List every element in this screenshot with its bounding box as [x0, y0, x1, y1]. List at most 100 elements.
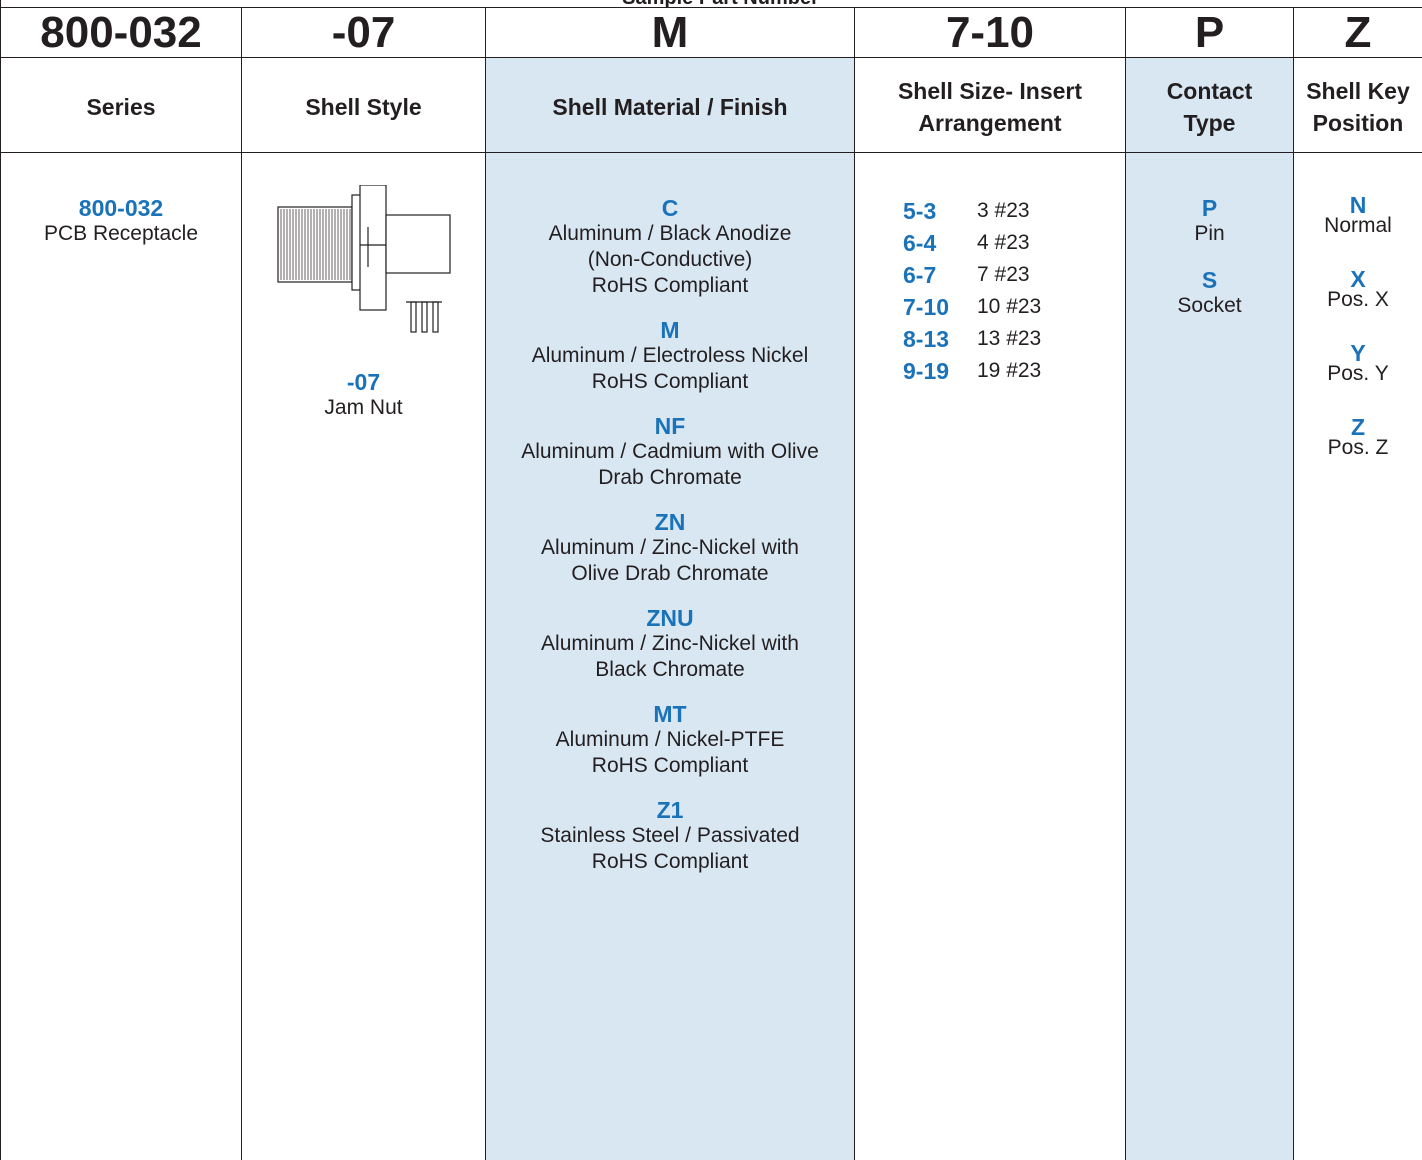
key-option-label: Pos. X	[1327, 288, 1389, 311]
size-option-code: 5-3	[903, 198, 937, 224]
material-option-line: Aluminum / Electroless Nickel	[531, 344, 809, 367]
material-option-code: ZN	[654, 509, 686, 535]
series-option-label: PCB Receptacle	[43, 222, 199, 245]
shell-style-option-code: -07	[346, 369, 381, 395]
shell-style-option-label: Jam Nut	[324, 396, 403, 419]
material-option-code: M	[660, 317, 680, 343]
material-header: Shell Material / Finish	[486, 58, 854, 153]
key-option: X Pos. X	[1294, 266, 1422, 311]
size-option: 9-19 19 #23	[903, 355, 1041, 387]
material-option-code: C	[661, 195, 679, 221]
material-option-line: Aluminum / Zinc-Nickel with	[541, 632, 799, 655]
size-column: 7-10 Shell Size- Insert Arrangement 5-3 …	[854, 8, 1125, 1160]
material-option-code: NF	[654, 413, 686, 439]
contact-option-code: P	[1201, 195, 1218, 221]
contact-option: S Socket	[1126, 267, 1293, 319]
material-column: M Shell Material / Finish C Aluminum / B…	[485, 8, 854, 1160]
key-header: Shell Key Position	[1294, 58, 1422, 153]
size-body: 5-3 3 #23 6-4 4 #23 6-7 7 #23 7-10 10 #2…	[855, 153, 1125, 1160]
material-option-line: Olive Drab Chromate	[571, 562, 769, 585]
shell-style-column: -07 Shell Style	[241, 8, 485, 1160]
size-option-code: 7-10	[903, 294, 950, 320]
size-option: 6-7 7 #23	[903, 259, 1041, 291]
size-option: 7-10 10 #23	[903, 291, 1041, 323]
key-option: Y Pos. Y	[1294, 340, 1422, 385]
material-option: ZNU Aluminum / Zinc-Nickel with Black Ch…	[486, 605, 854, 683]
key-option: N Normal	[1294, 192, 1422, 237]
key-option-label: Pos. Z	[1327, 436, 1389, 459]
series-body: 800-032 PCB Receptacle	[1, 153, 241, 1160]
key-option-code: Z	[1350, 414, 1366, 440]
contact-option-code: S	[1201, 267, 1218, 293]
size-option: 8-13 13 #23	[903, 323, 1041, 355]
key-header-line: Position	[1312, 110, 1404, 136]
contact-options: P Pin S Socket	[1126, 153, 1293, 1160]
size-option-desc: 3 #23	[977, 199, 1030, 222]
contact-header: Contact Type	[1126, 58, 1293, 153]
material-option-line: RoHS Compliant	[591, 370, 749, 393]
jam-nut-receptacle-drawing	[276, 185, 451, 333]
size-option-desc: 13 #23	[977, 327, 1042, 350]
contact-option: P Pin	[1126, 195, 1293, 247]
material-option-line: Black Chromate	[595, 658, 745, 681]
material-option-line: (Non-Conductive)	[587, 248, 753, 271]
shell-style-body: -07 Jam Nut	[242, 153, 485, 1160]
material-option: MT Aluminum / Nickel-PTFE RoHS Compliant	[486, 701, 854, 779]
shell-style-header: Shell Style	[242, 58, 485, 153]
contact-column: P Contact Type P Pin S Socket	[1125, 8, 1293, 1160]
key-options: N Normal X Pos. X Y Pos. Y Z Pos. Z	[1294, 153, 1422, 1160]
size-option-code: 8-13	[903, 326, 950, 352]
material-option-code: ZNU	[646, 605, 694, 631]
material-option-line: Aluminum / Black Anodize	[548, 222, 792, 245]
contact-code: P	[1126, 8, 1293, 58]
key-option-code: Y	[1350, 340, 1366, 366]
size-header-line: Arrangement	[918, 110, 1062, 136]
size-option-desc: 4 #23	[977, 231, 1030, 254]
material-option-line: Stainless Steel / Passivated	[540, 824, 800, 847]
contact-header-line: Contact	[1166, 78, 1253, 104]
shell-style-code: -07	[242, 8, 485, 58]
key-option: Z Pos. Z	[1294, 414, 1422, 459]
series-option-code: 800-032	[78, 195, 164, 221]
series-code: 800-032	[1, 8, 241, 58]
size-option-code: 6-4	[903, 230, 937, 256]
size-option-desc: 10 #23	[977, 295, 1042, 318]
size-option-desc: 19 #23	[977, 359, 1042, 382]
material-option-code: Z1	[656, 797, 684, 823]
table-title: Sample Part Number	[0, 0, 1422, 8]
key-column: Z Shell Key Position N Normal X Pos. X Y…	[1293, 8, 1422, 1160]
size-option: 5-3 3 #23	[903, 195, 1041, 227]
key-option-label: Normal	[1324, 214, 1392, 237]
material-option-line: RoHS Compliant	[591, 850, 749, 873]
material-option-line: Aluminum / Nickel-PTFE	[555, 728, 785, 751]
size-code: 7-10	[855, 8, 1125, 58]
material-option: ZN Aluminum / Zinc-Nickel with Olive Dra…	[486, 509, 854, 587]
material-option: C Aluminum / Black Anodize (Non-Conducti…	[486, 195, 854, 299]
material-option: M Aluminum / Electroless Nickel RoHS Com…	[486, 317, 854, 395]
size-option-code: 9-19	[903, 358, 950, 384]
material-option-line: Aluminum / Cadmium with Olive	[521, 440, 819, 463]
material-option-line: Aluminum / Zinc-Nickel with	[541, 536, 799, 559]
size-option-desc: 7 #23	[977, 263, 1030, 286]
size-header: Shell Size- Insert Arrangement	[855, 58, 1125, 153]
size-options: 5-3 3 #23 6-4 4 #23 6-7 7 #23 7-10 10 #2…	[903, 195, 1041, 387]
material-option: NF Aluminum / Cadmium with Olive Drab Ch…	[486, 413, 854, 491]
contact-option-label: Socket	[1177, 294, 1242, 317]
contact-header-line: Type	[1183, 110, 1236, 136]
material-option-line: Drab Chromate	[598, 466, 742, 489]
material-code: M	[486, 8, 854, 58]
size-option: 6-4 4 #23	[903, 227, 1041, 259]
key-option-label: Pos. Y	[1327, 362, 1389, 385]
material-option: Z1 Stainless Steel / Passivated RoHS Com…	[486, 797, 854, 875]
key-code: Z	[1294, 8, 1422, 58]
series-column: 800-032 Series 800-032 PCB Receptacle	[0, 8, 241, 1160]
key-option-code: N	[1349, 192, 1367, 218]
key-header-line: Shell Key	[1306, 78, 1410, 104]
size-option-code: 6-7	[903, 262, 937, 288]
material-options: C Aluminum / Black Anodize (Non-Conducti…	[486, 153, 854, 1160]
key-option-code: X	[1350, 266, 1366, 292]
contact-option-label: Pin	[1194, 222, 1225, 245]
series-header: Series	[1, 58, 241, 153]
size-header-line: Shell Size- Insert	[897, 78, 1083, 104]
